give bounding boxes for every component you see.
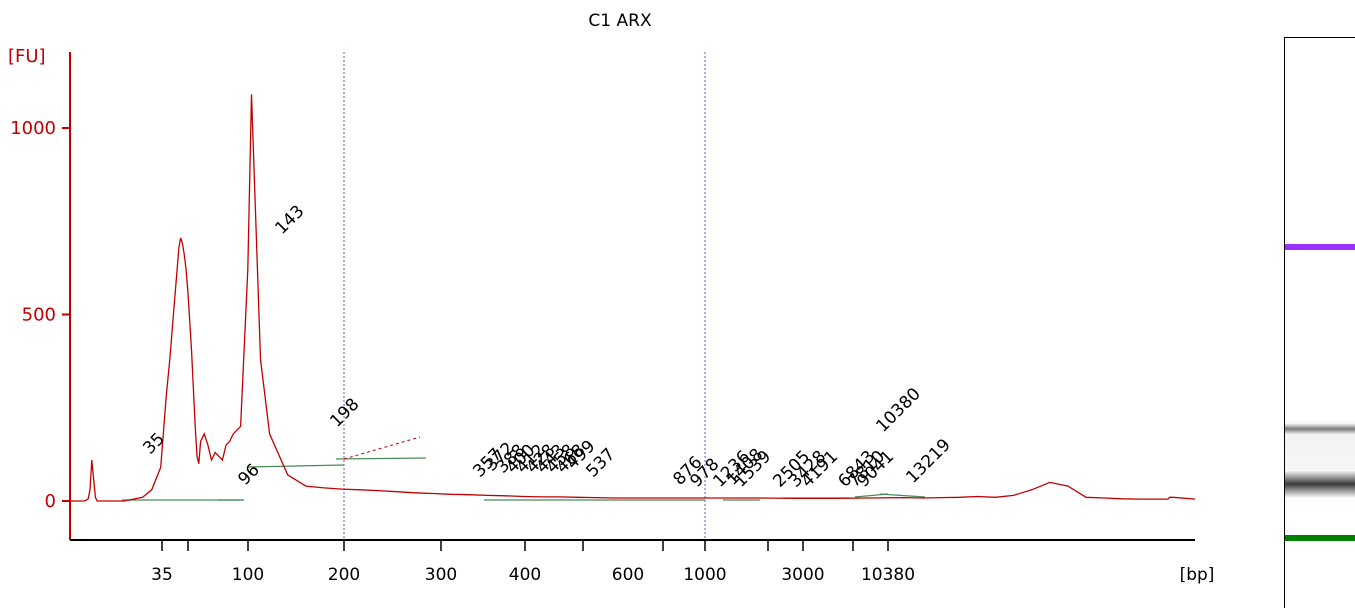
peak-label: 13219 [902, 435, 954, 487]
x-tick-label: 400 [509, 565, 541, 585]
trace [70, 94, 1196, 502]
gel-band-main [1285, 423, 1355, 435]
x-axis-label: [bp] [1180, 565, 1215, 585]
x-tick-label: 300 [425, 565, 457, 585]
trace-line [70, 94, 1196, 502]
x-tick-label: 600 [612, 565, 644, 585]
peak-label: 10380 [872, 384, 924, 436]
x-tick-label: 200 [328, 565, 360, 585]
x-tick-label: 10380 [861, 565, 915, 585]
x-tick-label: 100 [232, 565, 264, 585]
gel-lane [1284, 37, 1355, 608]
peak-label: 198 [326, 394, 363, 431]
y-tick-label: 500 [22, 305, 56, 326]
y-axis-label: [FU] [8, 46, 46, 67]
peak-label: 143 [271, 201, 308, 238]
peak-labels: 3596143198357372388400412428443458468499… [139, 201, 954, 491]
chart-title: C1 ARX [588, 11, 652, 31]
gel-marker-upper [1285, 244, 1355, 250]
baseline-segment [335, 457, 427, 460]
gel-band-lower [1285, 470, 1355, 498]
peak-label: 96 [234, 460, 263, 489]
electropherogram-chart: C1 ARX [FU] [bp] 0 500 1000 35 100 200 300 400 6… [8, 11, 1215, 585]
peak-label: 35 [139, 429, 168, 458]
x-tick-label: 1000 [683, 565, 726, 585]
baseline-segment [879, 493, 926, 498]
y-tick-label: 1000 [10, 118, 56, 139]
axes: 0 500 1000 35 100 200 300 400 600 1000 3000 10380 [10, 52, 1195, 585]
peak-connector [343, 436, 421, 460]
gel-marker-lower [1285, 535, 1355, 541]
y-tick-label: 0 [45, 491, 56, 512]
guide-lines [343, 52, 706, 540]
x-tick-label: 35 [151, 565, 173, 585]
baseline-segment [247, 464, 345, 468]
x-tick-label: 3000 [781, 565, 824, 585]
